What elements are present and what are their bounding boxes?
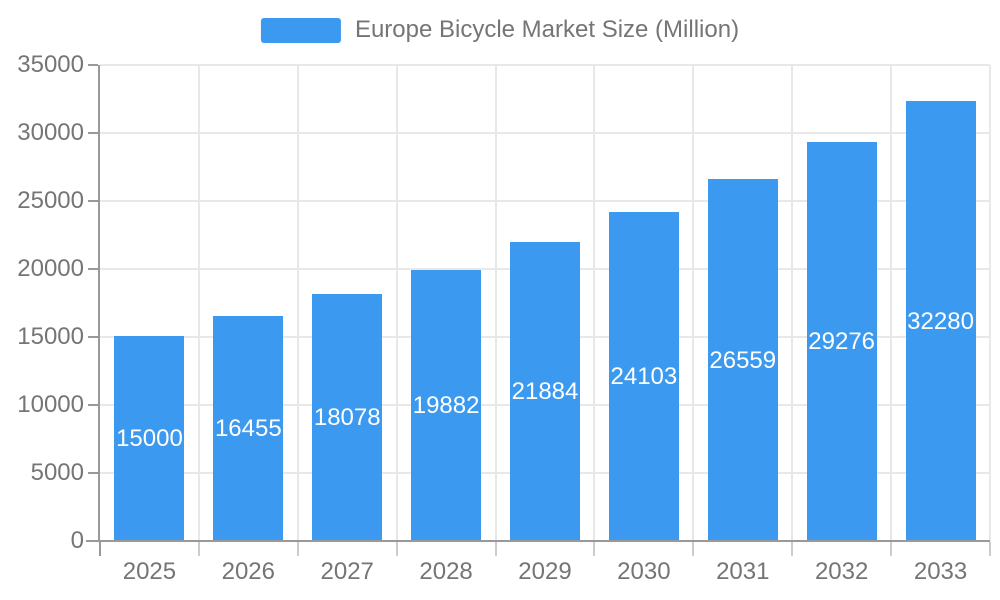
x-gridline bbox=[494, 65, 497, 541]
x-gridline bbox=[395, 65, 398, 541]
x-axis-label: 2027 bbox=[320, 558, 374, 585]
x-axis-tick bbox=[99, 542, 101, 556]
bar bbox=[707, 179, 778, 540]
x-axis-label: 2025 bbox=[122, 558, 177, 585]
legend-label: Europe Bicycle Market Size (Million) bbox=[354, 16, 740, 43]
bar-value-label: 18078 bbox=[313, 404, 381, 431]
bar bbox=[806, 142, 877, 540]
y-gridline bbox=[100, 132, 990, 134]
y-axis-label: 15000 bbox=[17, 323, 84, 350]
x-gridline bbox=[692, 65, 695, 541]
bar bbox=[510, 242, 580, 540]
x-gridline bbox=[989, 65, 991, 541]
x-axis-tick bbox=[890, 542, 893, 556]
bar bbox=[905, 101, 976, 540]
legend[interactable]: Europe Bicycle Market Size (Million) bbox=[260, 16, 740, 44]
y-gridline bbox=[100, 200, 990, 202]
x-gridline bbox=[197, 65, 200, 541]
y-axis-label: 10000 bbox=[17, 391, 84, 418]
y-axis-tick bbox=[88, 336, 98, 338]
y-axis-tick bbox=[88, 132, 98, 134]
x-axis-tick bbox=[692, 542, 695, 556]
x-axis-tick bbox=[395, 542, 398, 556]
x-axis-tick bbox=[989, 542, 991, 556]
bar bbox=[114, 336, 185, 540]
y-axis-label: 20000 bbox=[17, 255, 84, 282]
bar-value-label: 26559 bbox=[709, 346, 777, 374]
x-axis-tick bbox=[296, 542, 299, 556]
bar-value-label: 16455 bbox=[214, 415, 282, 442]
plot-area: 0 5000 10000 15000 20000 25000 30000 35000 15000… bbox=[17, 51, 991, 585]
legend-color-swatch bbox=[260, 17, 341, 43]
x-gridline bbox=[593, 65, 596, 541]
bar bbox=[608, 212, 679, 540]
y-axis-label: 5000 bbox=[30, 459, 84, 486]
x-gridline bbox=[791, 65, 794, 541]
y-axis-label: 35000 bbox=[17, 51, 84, 78]
y-axis-tick bbox=[88, 472, 98, 474]
bar bbox=[213, 316, 284, 540]
y-axis-line bbox=[98, 65, 100, 541]
bar-value-label: 32280 bbox=[907, 307, 974, 335]
x-axis-label: 2032 bbox=[814, 558, 869, 585]
y-axis-label: 30000 bbox=[17, 119, 84, 146]
x-axis-label: 2026 bbox=[221, 558, 275, 585]
x-axis-label: 2030 bbox=[617, 558, 671, 585]
bar-value-label: 19882 bbox=[412, 392, 480, 419]
x-axis-tick bbox=[791, 542, 794, 556]
y-axis-tick bbox=[88, 404, 98, 406]
x-axis-label: 2028 bbox=[419, 558, 473, 585]
y-gridline bbox=[100, 64, 990, 66]
x-axis-line bbox=[86, 540, 990, 542]
x-axis-tick bbox=[494, 542, 497, 556]
bar-value-label: 21884 bbox=[511, 378, 579, 405]
x-gridline bbox=[890, 65, 893, 541]
y-axis-tick bbox=[88, 268, 98, 270]
bar-value-label: 15000 bbox=[116, 425, 183, 452]
y-axis-label: 25000 bbox=[17, 187, 84, 214]
bar bbox=[411, 270, 482, 540]
bar-value-label: 29276 bbox=[808, 328, 876, 355]
x-axis-label: 2029 bbox=[518, 558, 572, 585]
bar-value-label: 24103 bbox=[610, 363, 678, 390]
y-axis-label: 0 bbox=[70, 527, 84, 554]
x-axis-label: 2031 bbox=[716, 558, 770, 585]
bar bbox=[312, 294, 383, 540]
y-axis-tick bbox=[88, 200, 98, 202]
x-axis-label: 2033 bbox=[913, 558, 968, 585]
x-axis-tick bbox=[593, 542, 596, 556]
x-axis-tick bbox=[197, 542, 200, 556]
y-axis-tick bbox=[88, 64, 98, 66]
x-gridline bbox=[296, 65, 299, 541]
